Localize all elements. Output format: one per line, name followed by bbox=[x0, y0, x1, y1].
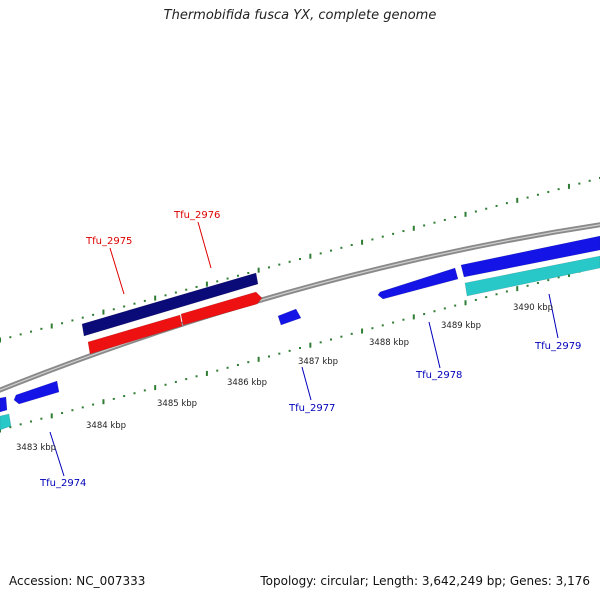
gene-tfu-2976-red bbox=[180, 291, 263, 326]
gene-left-edge bbox=[0, 396, 8, 413]
label-connector bbox=[109, 247, 125, 295]
scale-label: 3484 kbp bbox=[86, 421, 126, 431]
gene-tfu-2975-outer bbox=[81, 272, 259, 337]
gene-labels: Tfu_2974 Tfu_2975 Tfu_2976 Tfu_2977 Tfu_2978… bbox=[39, 210, 581, 489]
gene-tfu-2974 bbox=[13, 380, 60, 405]
scale-label: 3490 kbp bbox=[513, 303, 553, 313]
scale-labels: 3483 kbp 3484 kbp 3485 kbp 3486 kbp 3487 kbp… bbox=[16, 303, 553, 453]
label-connector bbox=[301, 366, 312, 401]
outer-tick-ring bbox=[0, 177, 600, 343]
backbone-highlight-line bbox=[0, 224, 600, 391]
gene-left-edge-cyan bbox=[0, 413, 12, 431]
genome-summary-text: Topology: circular; Length: 3,642,249 bp… bbox=[260, 574, 590, 588]
scale-label: 3487 kbp bbox=[298, 357, 338, 367]
inner-tick-ring bbox=[0, 265, 600, 433]
scale-label: 3488 kbp bbox=[369, 338, 409, 348]
scale-label: 3485 kbp bbox=[157, 399, 197, 409]
scale-label: 3489 kbp bbox=[441, 321, 481, 331]
gene-label: Tfu_2976 bbox=[173, 210, 220, 221]
gene-label: Tfu_2979 bbox=[534, 341, 581, 352]
scale-label: 3483 kbp bbox=[16, 443, 56, 453]
accession-text: Accession: NC_007333 bbox=[9, 574, 146, 588]
label-connector bbox=[197, 221, 212, 269]
label-connector bbox=[49, 431, 65, 477]
gene-tfu-2977 bbox=[277, 308, 302, 326]
label-connectors bbox=[49, 221, 559, 477]
label-connector bbox=[548, 293, 559, 339]
gene-label: Tfu_2977 bbox=[288, 403, 335, 414]
scale-label: 3486 kbp bbox=[227, 378, 267, 388]
gene-label: Tfu_2975 bbox=[85, 236, 132, 247]
gene-label: Tfu_2978 bbox=[415, 370, 462, 381]
gene-label: Tfu_2974 bbox=[39, 478, 86, 489]
genome-backbone bbox=[0, 222, 600, 393]
gene-tfu-2979-cyan bbox=[464, 255, 600, 297]
gene-features bbox=[0, 235, 600, 431]
gene-tfu-2979 bbox=[460, 235, 600, 278]
map-title: Thermobifida fusca YX, complete genome bbox=[163, 8, 437, 23]
label-connector bbox=[428, 321, 441, 369]
gene-tfu-2975-red bbox=[87, 314, 183, 355]
gene-tfu-2978 bbox=[377, 267, 459, 300]
